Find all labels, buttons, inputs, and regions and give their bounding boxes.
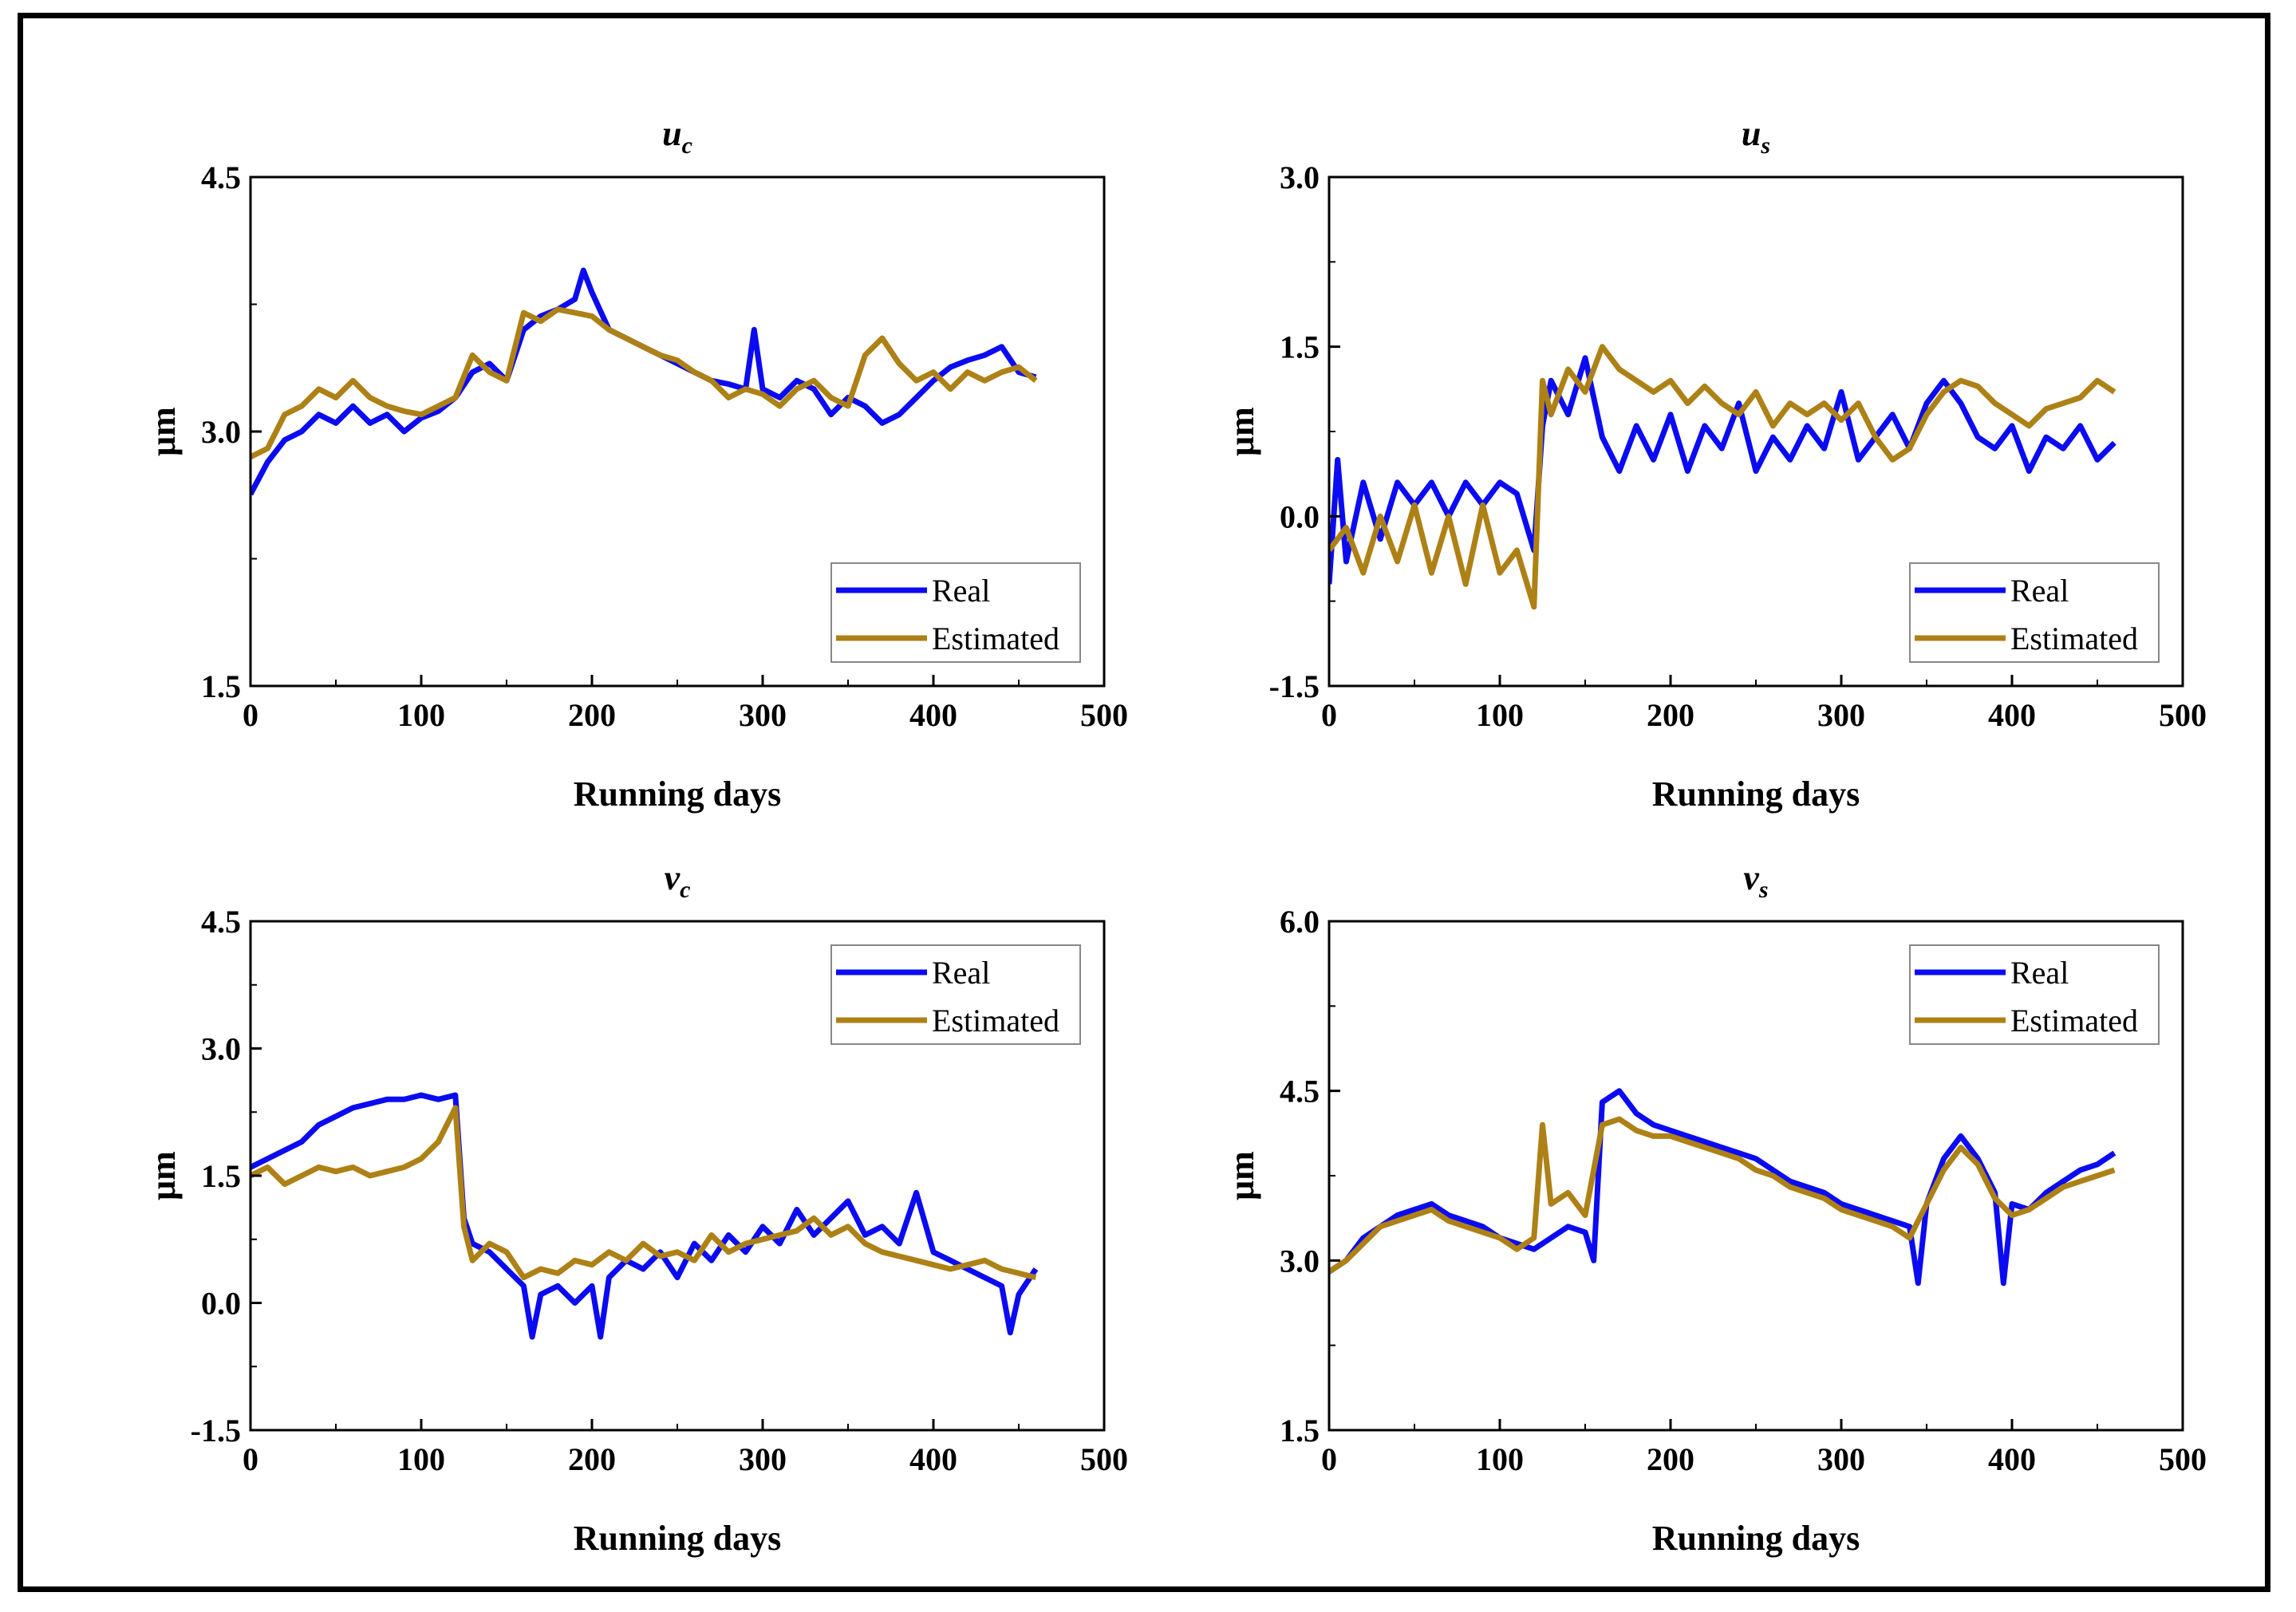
- x-tick-label: 400: [909, 697, 957, 733]
- y-tick-label: 3.0: [201, 414, 241, 450]
- chart-title: us: [1742, 114, 1770, 159]
- series-line-real: [1329, 1088, 2117, 1287]
- legend-box: [1909, 562, 2160, 663]
- y-axis-title: μm: [1222, 407, 1261, 456]
- legend-box: [1909, 944, 2160, 1045]
- x-axis-title: Running days: [1652, 1519, 1860, 1558]
- x-tick-label: 400: [909, 1441, 957, 1477]
- legend-label-real: Real: [932, 573, 990, 609]
- chart-title-subscript: c: [680, 877, 690, 903]
- chart-title-subscript: c: [682, 132, 692, 159]
- y-axis-title: μm: [144, 1151, 183, 1200]
- legend-box: [830, 944, 1081, 1045]
- legend: Real Estimated: [1909, 944, 2160, 1045]
- legend: Real Estimated: [830, 562, 1081, 663]
- x-tick-label: 400: [1988, 1441, 2036, 1477]
- y-tick-label: 3.0: [1280, 160, 1320, 195]
- y-tick-label: 1.5: [1280, 1413, 1320, 1448]
- figure-frame: [18, 13, 2270, 1592]
- legend-label-estimated: Estimated: [2010, 1003, 2138, 1039]
- chart-title: vs: [1743, 858, 1768, 903]
- legend-label-real: Real: [932, 955, 990, 991]
- x-tick-label: 100: [1476, 1441, 1524, 1477]
- x-tick-label: 300: [739, 1441, 787, 1477]
- y-tick-label: 0.0: [1280, 499, 1320, 534]
- x-tick-label: 300: [739, 697, 787, 733]
- chart-title-main: u: [1742, 114, 1761, 153]
- x-tick-label: 0: [243, 1441, 258, 1477]
- series-line-real: [1329, 355, 2117, 585]
- y-tick-label: -1.5: [1269, 668, 1320, 704]
- x-axis-title: Running days: [574, 1519, 781, 1558]
- chart-title-subscript: s: [1760, 132, 1770, 159]
- legend-box: [830, 562, 1081, 663]
- x-tick-label: 100: [397, 1441, 445, 1477]
- legend-label-estimated: Estimated: [932, 621, 1059, 656]
- legend-label-real: Real: [2010, 573, 2069, 609]
- y-tick-label: 4.5: [1280, 1074, 1320, 1109]
- series-line-estimated: [1329, 1116, 2116, 1275]
- y-axis-title: μm: [1222, 1151, 1261, 1200]
- x-tick-label: 100: [1476, 697, 1524, 733]
- x-tick-label: 0: [243, 697, 258, 733]
- x-tick-label: 200: [1647, 697, 1694, 733]
- x-tick-label: 0: [1321, 1441, 1337, 1477]
- series-line-real: [251, 1092, 1039, 1340]
- x-axis-title: Running days: [574, 774, 781, 814]
- x-tick-label: 300: [1817, 1441, 1865, 1477]
- y-tick-label: -1.5: [191, 1413, 241, 1448]
- x-tick-label: 400: [1988, 697, 2036, 733]
- legend-label-real: Real: [2010, 955, 2069, 991]
- series-line-estimated: [1329, 344, 2117, 610]
- y-tick-label: 3.0: [201, 1031, 241, 1067]
- chart-panel-2: us 0 100 200 300 400 500 -1.5 0.0 1.5 3.0 Running d…: [1222, 114, 2207, 814]
- x-tick-label: 200: [1647, 1441, 1694, 1477]
- chart-title-main: v: [665, 858, 681, 897]
- y-axis-title: μm: [144, 407, 183, 456]
- y-tick-label: 1.5: [1280, 329, 1320, 365]
- y-tick-label: 6.0: [1280, 904, 1320, 940]
- chart-title: uc: [662, 114, 692, 159]
- x-tick-label: 500: [2159, 697, 2207, 733]
- legend: Real Estimated: [830, 944, 1081, 1045]
- x-tick-label: 500: [1080, 697, 1128, 733]
- chart-title-main: v: [1743, 858, 1759, 897]
- y-tick-label: 0.0: [201, 1286, 241, 1322]
- chart-title-subscript: s: [1758, 877, 1769, 903]
- x-tick-label: 500: [1080, 1441, 1128, 1477]
- y-tick-label: 4.5: [201, 160, 241, 195]
- x-tick-label: 500: [2159, 1441, 2207, 1477]
- chart-panel-3: vc 0 100 200 300 400 500 -1.5 0.0 1.5 3.0 4.5 Runnin…: [144, 858, 1128, 1558]
- chart-title-main: u: [662, 114, 681, 153]
- y-tick-label: 4.5: [201, 904, 241, 940]
- y-tick-label: 1.5: [201, 668, 241, 704]
- legend-label-estimated: Estimated: [2010, 621, 2138, 656]
- x-tick-label: 300: [1817, 697, 1865, 733]
- series-line-estimated: [251, 1105, 1037, 1281]
- chart-panel-4: vs 0 100 200 300 400 500 1.5 3.0 4.5 6.0 Running da…: [1222, 858, 2207, 1558]
- y-tick-label: 1.5: [201, 1158, 241, 1194]
- chart-title: vc: [665, 858, 691, 903]
- chart-panel-1: uc 0 100 200 300 400 500 1.5 3.0 4.5 Running days μ…: [144, 114, 1128, 814]
- y-tick-label: 3.0: [1280, 1243, 1320, 1279]
- x-tick-label: 0: [1321, 697, 1337, 733]
- x-tick-label: 100: [397, 697, 445, 733]
- series-line-estimated: [251, 306, 1038, 460]
- x-axis-title: Running days: [1652, 774, 1860, 814]
- legend-label-estimated: Estimated: [932, 1003, 1059, 1039]
- x-tick-label: 200: [568, 1441, 616, 1477]
- legend: Real Estimated: [1909, 562, 2160, 663]
- x-tick-label: 200: [568, 697, 616, 733]
